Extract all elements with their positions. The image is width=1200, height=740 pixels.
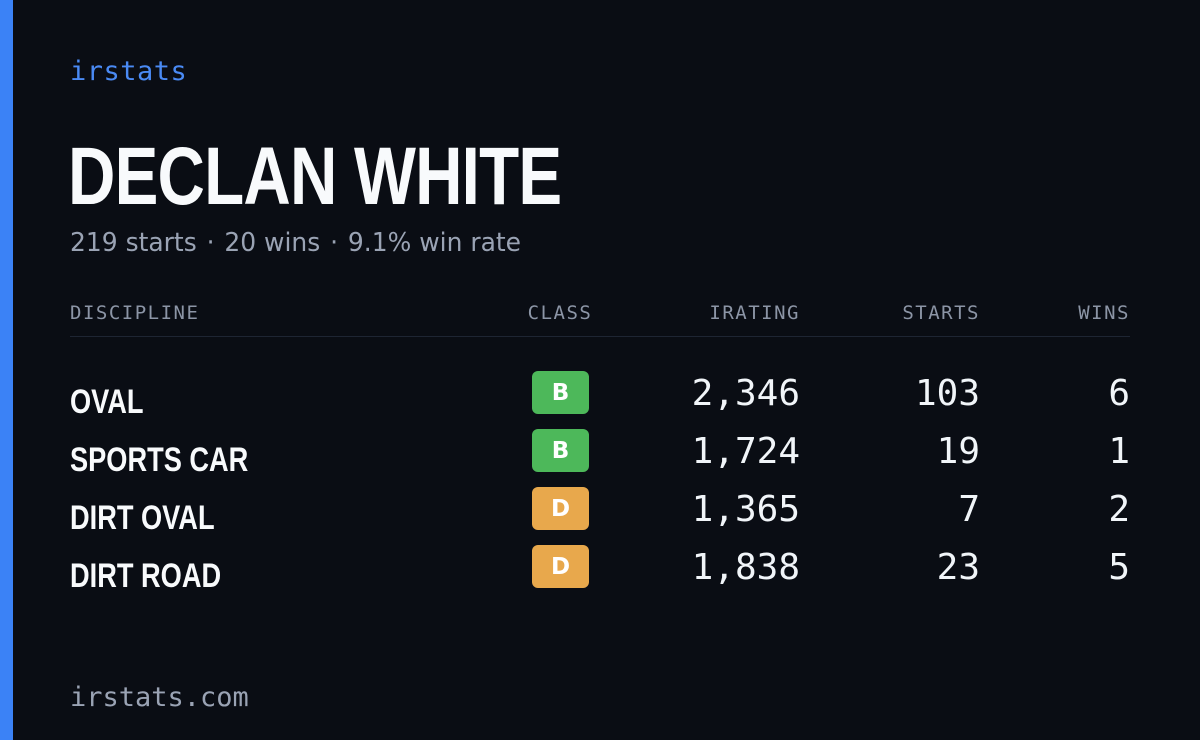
table-body: OVAL B 2,346 103 6 SPORTS CAR B 1,724 19… [70,337,1130,601]
wins-cell: 6 [1108,373,1130,414]
table-row: SPORTS CAR B 1,724 19 1 [70,427,1130,485]
table-row: OVAL B 2,346 103 6 [70,369,1130,427]
wins-cell: 5 [1108,547,1130,588]
discipline-cell: DIRT ROAD [70,557,222,595]
table-row: DIRT ROAD D 1,838 23 5 [70,543,1130,601]
header-discipline: DISCIPLINE [70,302,200,324]
footer-url[interactable]: irstats.com [70,682,249,713]
starts-cell: 7 [958,489,980,530]
wins-cell: 1 [1108,431,1130,472]
starts-cell: 23 [936,547,980,588]
discipline-cell: DIRT OVAL [70,499,215,537]
header-starts: STARTS [902,302,980,324]
brand-logo[interactable]: irstats [70,56,188,87]
class-badge: D [532,545,589,588]
irating-cell: 1,724 [691,431,800,472]
starts-summary: 219 starts [70,228,197,258]
stats-table: DISCIPLINE CLASS IRATING STARTS WINS OVA… [70,296,1130,601]
header-wins: WINS [1078,302,1130,324]
summary-separator: · [330,228,339,258]
header-class: CLASS [527,302,593,324]
driver-name: DECLAN WHITE [68,131,562,222]
wins-summary: 20 wins [224,228,321,258]
class-badge: D [532,487,589,530]
discipline-cell: SPORTS CAR [70,441,249,479]
class-badge: B [532,371,589,414]
header-irating: IRATING [709,302,800,324]
winrate-summary: 9.1% win rate [347,228,522,258]
starts-cell: 19 [936,431,980,472]
discipline-cell: OVAL [70,383,144,421]
class-badge: B [532,429,589,472]
accent-bar [0,0,13,740]
starts-cell: 103 [914,373,980,414]
irating-cell: 1,838 [691,547,800,588]
summary-separator: · [206,228,215,258]
table-row: DIRT OVAL D 1,365 7 2 [70,485,1130,543]
irating-cell: 2,346 [691,373,800,414]
wins-cell: 2 [1108,489,1130,530]
table-header: DISCIPLINE CLASS IRATING STARTS WINS [70,296,1130,337]
driver-summary: 219 starts · 20 wins · 9.1% win rate [70,228,521,258]
irating-cell: 1,365 [691,489,800,530]
